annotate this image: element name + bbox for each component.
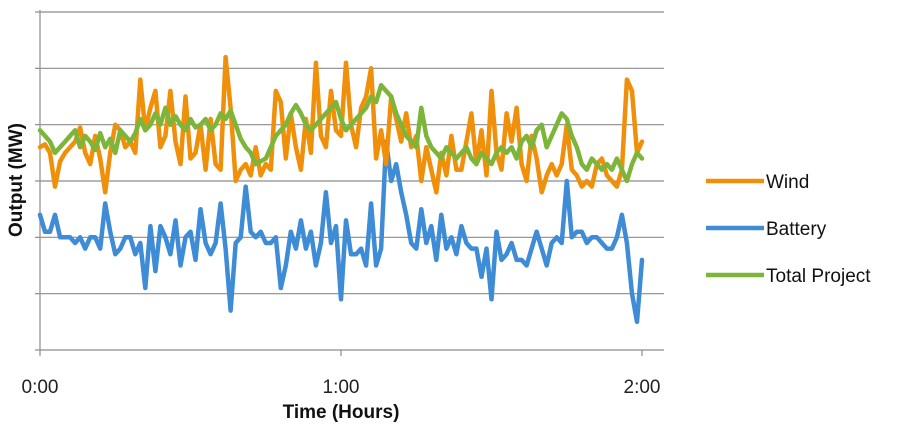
legend-label: Total Project [766,266,871,287]
x-tick-label: 0:00 [22,377,59,398]
series-line-battery [37,139,645,325]
x-axis-ticks: 0:00 1:00 2:00 [22,350,661,398]
y-axis-title: Output (MW) [6,123,27,237]
x-tick-label: 2:00 [624,377,661,398]
legend: Wind Battery Total Project [706,172,871,287]
x-axis-title: Time (Hours) [283,402,400,423]
series-line-total-project [37,82,645,184]
series-line-wind [37,54,645,195]
x-tick-label: 1:00 [323,377,360,398]
legend-label: Battery [766,219,827,240]
series-lines [37,54,645,325]
legend-label: Wind [766,172,809,193]
axes [35,10,664,351]
